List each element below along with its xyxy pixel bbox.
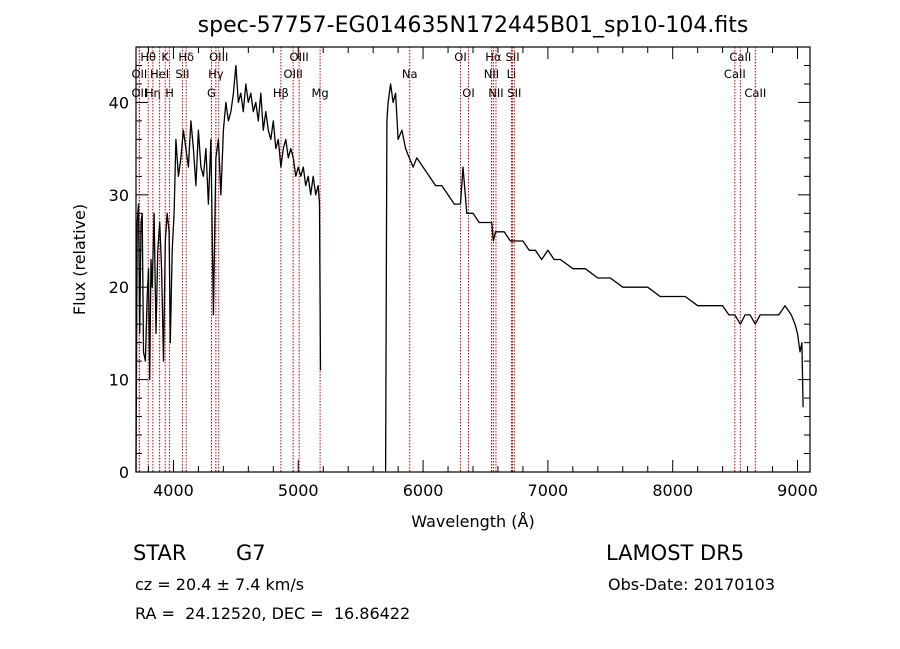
line-label: SII: [175, 67, 189, 81]
line-label: Hβ: [273, 86, 289, 100]
y-axis-label: Flux (relative): [70, 204, 89, 315]
line-label: OIII: [209, 50, 228, 64]
x-axis-label: Wavelength (Å): [411, 512, 534, 531]
line-label: NII: [488, 86, 503, 100]
line-label: Hα: [485, 50, 502, 64]
line-label: HeI: [150, 67, 169, 81]
y-tick-label: 30: [109, 186, 129, 205]
x-tick-label: 9000: [777, 481, 818, 500]
line-label: K: [161, 50, 169, 64]
plot-frame: [135, 46, 811, 473]
obs-date: Obs-Date: 20170103: [608, 575, 776, 594]
line-label: Mg: [311, 86, 328, 100]
y-tick-label: 0: [119, 463, 129, 482]
line-label: CaII: [724, 67, 746, 81]
subclass: G7: [236, 541, 266, 565]
line-label: Hη: [145, 86, 161, 100]
line-label: G: [207, 86, 216, 100]
y-tick-label: 10: [109, 371, 129, 390]
y-tick-label: 40: [109, 93, 129, 112]
x-tick-label: 8000: [652, 481, 693, 500]
line-label: OI: [454, 50, 466, 64]
x-tick-label: 7000: [528, 481, 569, 500]
line-label: SII: [507, 86, 521, 100]
redshift-text: cz = 20.4 ± 7.4 km/s: [135, 575, 305, 594]
line-label: OI: [462, 86, 474, 100]
x-tick-label: 4000: [153, 481, 194, 500]
x-tick-label: 6000: [403, 481, 444, 500]
survey-label: LAMOST DR5: [606, 541, 745, 565]
line-label: NII: [484, 67, 499, 81]
x-tick-label: 5000: [278, 481, 319, 500]
line-label: Hθ: [140, 50, 156, 64]
object-class: STAR: [133, 541, 187, 565]
spectrum-series: [135, 64, 322, 473]
line-label: H: [165, 86, 174, 100]
line-label: CaII: [744, 86, 766, 100]
line-label: Li: [507, 67, 517, 81]
line-label: OIII: [284, 67, 303, 81]
line-label: Hδ: [178, 50, 194, 64]
line-label: Na: [402, 67, 418, 81]
coordinates: RA = 24.12520, DEC = 16.86422: [135, 604, 411, 623]
chart-title: spec-57757-EG014635N172445B01_sp10-104.f…: [198, 13, 749, 38]
line-label: OIII: [290, 50, 309, 64]
line-label: SII: [506, 50, 520, 64]
line-label: Hγ: [208, 67, 224, 81]
y-tick-label: 20: [109, 278, 129, 297]
spectrum-series: [384, 83, 804, 473]
